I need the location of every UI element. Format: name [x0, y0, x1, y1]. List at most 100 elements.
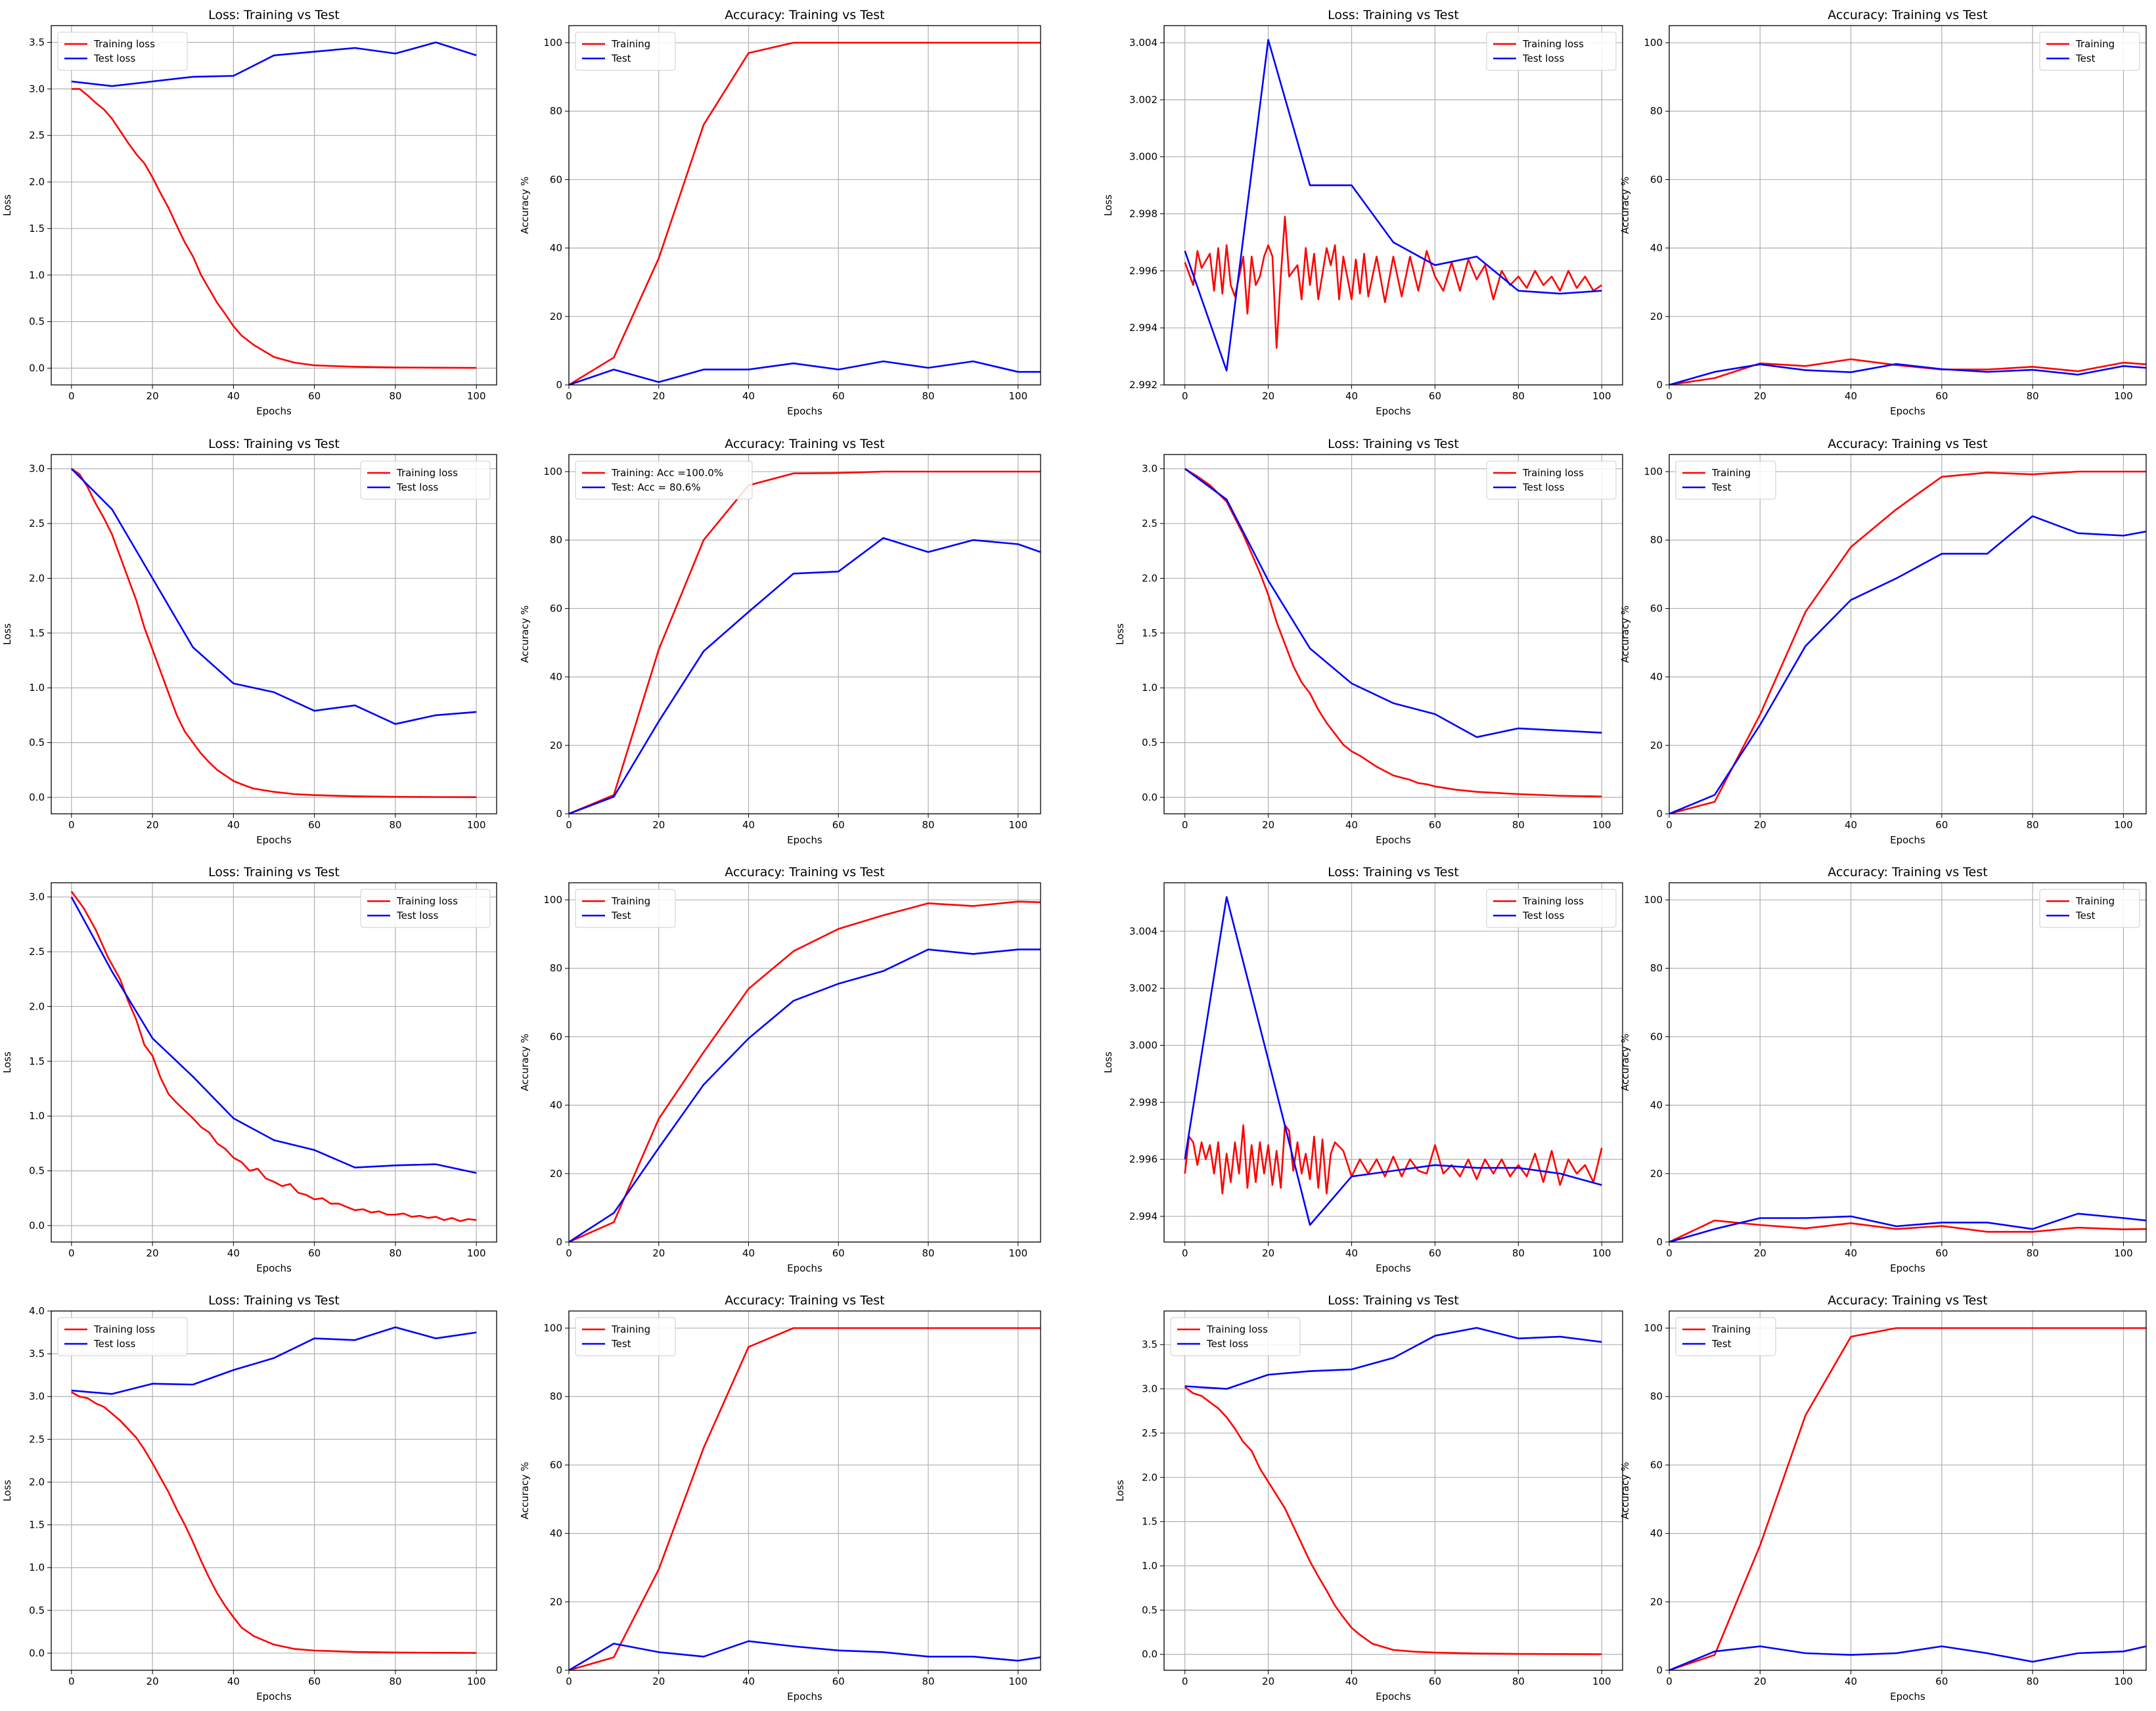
y-axis-label: Loss	[1102, 1052, 1114, 1073]
x-tick-label: 0	[566, 819, 572, 831]
gridlines	[1164, 26, 1623, 386]
legend: Training Test	[575, 889, 676, 928]
axes-frame	[1163, 882, 1623, 1243]
legend-label: Training	[2075, 895, 2115, 907]
chart-title: Accuracy: Training vs Test	[725, 1293, 884, 1308]
y-tick-label: 0	[556, 1664, 562, 1676]
y-tick-label: 0.5	[29, 737, 45, 749]
chart-title: Accuracy: Training vs Test	[725, 8, 884, 22]
legend: Training Test	[575, 32, 676, 71]
y-tick-label: 0.0	[1142, 1649, 1157, 1660]
y-tick-label: 40	[550, 671, 562, 683]
y-axis-label: Loss	[1102, 194, 1114, 216]
x-axis-label: Epochs	[256, 405, 292, 417]
legend-box	[360, 460, 491, 500]
chart-panel-8: Accuracy: Training vs Test 0 20 40 60 80 100 0 2…	[1619, 437, 2147, 846]
x-tick-label: 20	[146, 819, 159, 831]
x-tick-label: 40	[1845, 819, 1857, 831]
y-axis-label: Accuracy %	[519, 1462, 531, 1520]
y-axis-label: Accuracy %	[1619, 177, 1631, 234]
y-tick-label: 0.5	[1142, 1604, 1157, 1616]
legend-label: Test loss	[93, 53, 135, 64]
series-group	[70, 468, 477, 799]
x-axis-label: Epochs	[1890, 834, 1925, 846]
legend-box	[2039, 32, 2140, 71]
x-tick-label: 60	[1935, 1676, 1948, 1687]
axes-frame	[1669, 1310, 2147, 1671]
legend-label: Training	[1711, 1323, 1751, 1335]
series-group	[569, 41, 1041, 385]
x-tick-label: 80	[2027, 1247, 2039, 1259]
x-tick-label: 0	[1182, 819, 1188, 831]
y-tick-label: 100	[1644, 894, 1663, 906]
legend-label: Test loss	[1522, 53, 1564, 64]
axes-frame	[51, 882, 497, 1243]
x-tick-label: 60	[1429, 1676, 1441, 1687]
test-series-line	[70, 897, 477, 1174]
x-tick-label: 100	[467, 1247, 486, 1259]
y-tick-label: 2.998	[1129, 208, 1157, 220]
x-tick-label: 20	[1262, 1676, 1274, 1687]
x-tick-label: 0	[68, 1247, 75, 1259]
chart-title: Loss: Training vs Test	[208, 8, 340, 22]
gridlines	[568, 455, 1041, 814]
y-tick-label: 1.5	[29, 1519, 45, 1531]
training-series-line	[1669, 470, 2146, 814]
y-tick-label: 3.000	[1129, 151, 1157, 163]
x-tick-label: 40	[227, 390, 240, 402]
x-tick-label: 20	[146, 1247, 159, 1259]
y-tick-label: 2.998	[1129, 1096, 1157, 1108]
series-group	[569, 900, 1041, 1242]
x-axis-label: Epochs	[787, 1262, 822, 1274]
axes-frame	[1163, 454, 1623, 814]
legend-label: Test loss	[396, 910, 438, 922]
x-axis-label: Epochs	[787, 405, 822, 417]
test-series-line	[1184, 39, 1602, 372]
test-series-line	[569, 360, 1041, 385]
x-axis-label: Epochs	[256, 1262, 292, 1274]
y-axis-label: Accuracy %	[1619, 1462, 1631, 1520]
chart-title: Loss: Training vs Test	[1328, 1293, 1459, 1308]
y-axis-label: Accuracy %	[519, 177, 531, 234]
training-series-line	[569, 1327, 1041, 1670]
y-tick-label: 60	[1650, 602, 1663, 614]
x-tick-label: 40	[742, 819, 755, 831]
axes-frame	[568, 25, 1041, 386]
test-series-line	[1184, 1327, 1602, 1390]
x-tick-label: 0	[1182, 1247, 1188, 1259]
x-tick-label: 20	[1754, 1676, 1766, 1687]
y-tick-label: 3.004	[1129, 37, 1157, 49]
y-tick-label: 100	[1644, 1322, 1663, 1334]
series-group	[1669, 1212, 2146, 1242]
x-tick-label: 100	[467, 819, 486, 831]
gridlines	[568, 883, 1041, 1243]
chart-title: Accuracy: Training vs Test	[1828, 1293, 1987, 1308]
y-tick-label: 80	[1650, 962, 1663, 974]
legend-label: Test loss	[1206, 1338, 1248, 1350]
y-tick-label: 2.5	[29, 1433, 45, 1445]
test-series-line	[70, 468, 477, 725]
training-series-line	[71, 1391, 477, 1654]
axes-frame	[51, 25, 497, 386]
x-tick-label: 20	[1754, 390, 1766, 402]
x-tick-label: 40	[227, 1676, 240, 1687]
x-tick-label: 40	[1345, 1247, 1358, 1259]
x-tick-label: 100	[467, 390, 486, 402]
x-tick-label: 60	[1935, 390, 1948, 402]
axes-frame	[1163, 1310, 1623, 1671]
x-tick-label: 60	[832, 390, 845, 402]
x-tick-label: 60	[1429, 1247, 1441, 1259]
y-tick-label: 40	[550, 242, 562, 254]
x-tick-label: 80	[922, 1676, 935, 1687]
chart-title: Loss: Training vs Test	[1328, 437, 1459, 451]
legend: Training loss Test loss	[57, 32, 188, 71]
y-tick-label: 3.5	[29, 37, 45, 49]
training-series-line	[1184, 215, 1603, 349]
y-axis-label: Accuracy %	[519, 1034, 531, 1092]
series-group	[569, 470, 1041, 814]
series-group	[1184, 1327, 1602, 1655]
y-tick-label: 2.0	[1142, 1471, 1157, 1483]
legend: Training Test	[1675, 1317, 1776, 1356]
y-tick-label: 3.0	[29, 1390, 45, 1402]
y-tick-label: 100	[543, 37, 562, 49]
